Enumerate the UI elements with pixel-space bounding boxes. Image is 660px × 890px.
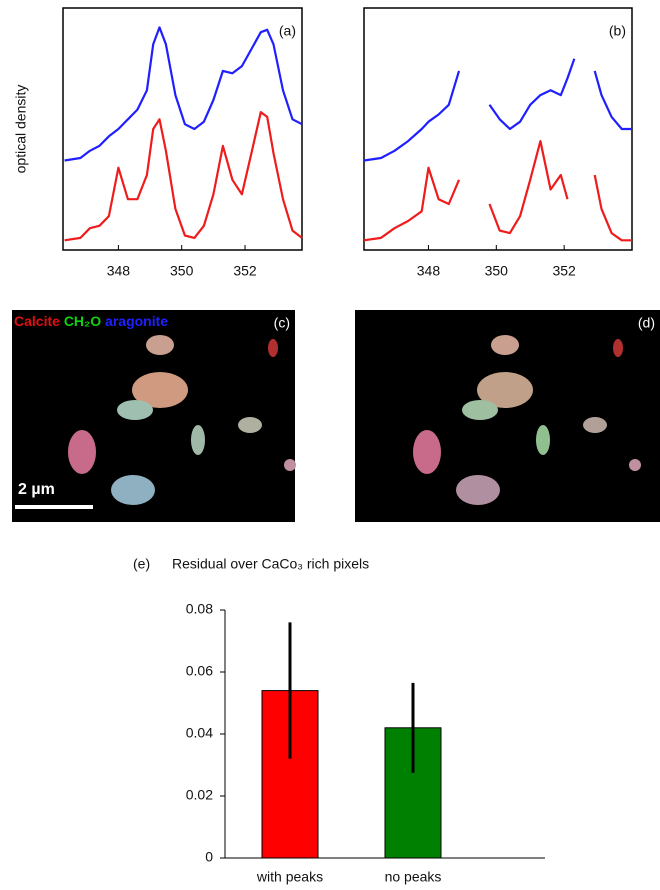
panel-label: (b) (609, 23, 626, 39)
panel-label: (c) (274, 315, 290, 331)
spectrum-line (64, 26, 303, 162)
legend-entry: Calcite (14, 313, 60, 329)
x-tick-label: no peaks (385, 869, 442, 885)
legend-entry: CH₂O (64, 313, 101, 329)
image-d: (d) (355, 310, 660, 522)
scale-bar (15, 505, 93, 509)
y-tick-label: 0.02 (186, 787, 213, 803)
plot-frame (62, 7, 303, 251)
panel-label: (d) (638, 315, 655, 331)
spectrum-line (64, 111, 303, 242)
y-tick-label: 0 (205, 849, 213, 865)
image-c: Calcite CH₂O aragonite (c) 2 µm (12, 310, 296, 522)
plot-frame (363, 7, 633, 251)
x-tick-label: 350 (170, 263, 194, 279)
panel-label: (a) (279, 23, 296, 39)
spectrum-line (363, 58, 632, 162)
y-tick-label: 0.06 (186, 663, 213, 679)
x-tick-label: 348 (417, 263, 441, 279)
y-tick-label: 0.08 (186, 601, 213, 617)
chart-title: Residual over CaCo₃ rich pixels (172, 556, 369, 572)
legend-entry: aragonite (105, 313, 168, 329)
x-tick-label: 352 (552, 263, 576, 279)
x-tick-label: 350 (485, 263, 509, 279)
x-tick-label: 352 (233, 263, 257, 279)
y-axis-label: optical density (13, 85, 29, 174)
scale-bar-label: 2 µm (18, 481, 55, 498)
legend: Calcite CH₂O aragonite (14, 313, 168, 329)
x-tick-label: with peaks (256, 869, 323, 885)
y-tick-label: 0.04 (186, 725, 213, 741)
spectrum-line (363, 140, 632, 242)
panel-label: (e) (133, 556, 150, 572)
x-tick-label: 348 (107, 263, 131, 279)
